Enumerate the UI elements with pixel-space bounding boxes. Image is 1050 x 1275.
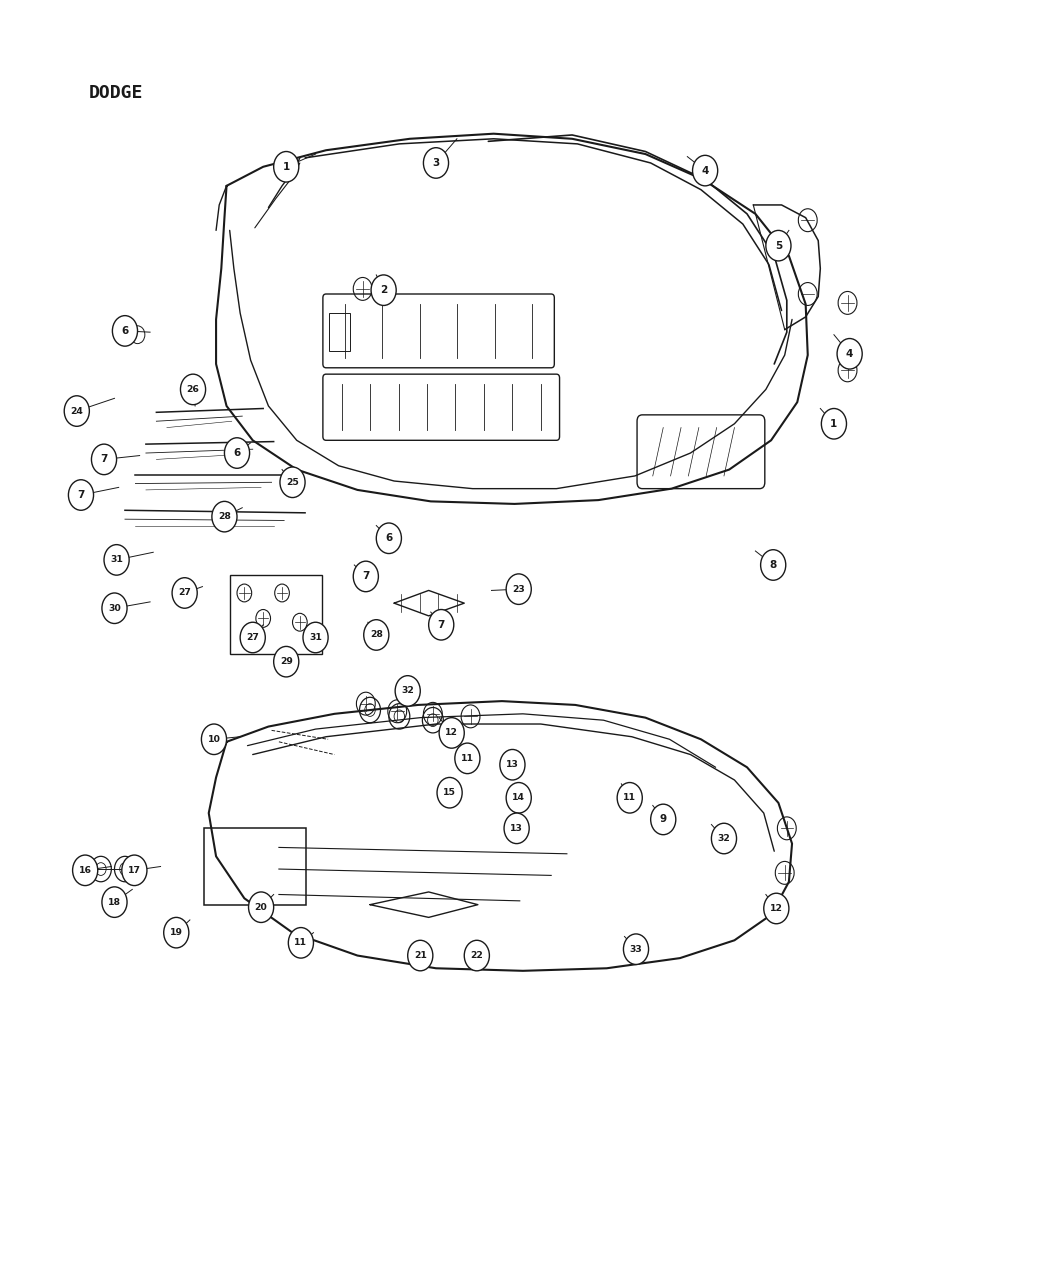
Circle shape <box>407 940 433 970</box>
Circle shape <box>500 750 525 780</box>
Text: 30: 30 <box>108 604 121 613</box>
Circle shape <box>172 578 197 608</box>
Circle shape <box>274 152 299 182</box>
Text: 5: 5 <box>775 241 782 251</box>
Text: 27: 27 <box>178 589 191 598</box>
Text: 31: 31 <box>309 632 322 643</box>
Text: 7: 7 <box>78 490 85 500</box>
Text: 23: 23 <box>512 585 525 594</box>
Text: 8: 8 <box>770 560 777 570</box>
Text: 14: 14 <box>512 793 525 802</box>
Text: 10: 10 <box>208 734 220 743</box>
Circle shape <box>455 743 480 774</box>
Text: 13: 13 <box>510 824 523 833</box>
Text: 28: 28 <box>218 513 231 521</box>
Text: 13: 13 <box>506 760 519 769</box>
Text: 9: 9 <box>659 815 667 825</box>
Text: 33: 33 <box>630 945 643 954</box>
Circle shape <box>68 479 93 510</box>
Circle shape <box>464 940 489 970</box>
Text: 11: 11 <box>294 938 308 947</box>
Text: 7: 7 <box>362 571 370 581</box>
Circle shape <box>693 156 718 186</box>
Text: DODGE: DODGE <box>88 84 143 102</box>
Circle shape <box>371 275 396 306</box>
Text: 24: 24 <box>70 407 83 416</box>
Circle shape <box>102 593 127 623</box>
Text: 29: 29 <box>279 657 293 666</box>
Circle shape <box>249 892 274 923</box>
Circle shape <box>112 316 138 346</box>
Text: 6: 6 <box>122 326 128 335</box>
Text: 28: 28 <box>370 630 383 640</box>
Circle shape <box>428 609 454 640</box>
Text: 20: 20 <box>255 903 268 912</box>
Circle shape <box>617 783 643 813</box>
Circle shape <box>376 523 401 553</box>
Circle shape <box>212 501 237 532</box>
Circle shape <box>289 928 314 958</box>
Circle shape <box>506 574 531 604</box>
Text: 27: 27 <box>247 632 259 643</box>
Text: 4: 4 <box>701 166 709 176</box>
Circle shape <box>504 813 529 844</box>
Text: 4: 4 <box>846 349 854 358</box>
Text: 12: 12 <box>445 728 458 737</box>
Text: 6: 6 <box>233 448 240 458</box>
Circle shape <box>91 444 117 474</box>
Text: 16: 16 <box>79 866 91 875</box>
Circle shape <box>104 544 129 575</box>
Text: 12: 12 <box>770 904 782 913</box>
Circle shape <box>225 437 250 468</box>
Circle shape <box>102 887 127 918</box>
Circle shape <box>624 933 649 964</box>
Circle shape <box>437 778 462 808</box>
Circle shape <box>651 805 676 835</box>
Circle shape <box>506 783 531 813</box>
Text: 32: 32 <box>717 834 731 843</box>
Circle shape <box>303 622 328 653</box>
Text: 3: 3 <box>433 158 440 168</box>
Text: 19: 19 <box>170 928 183 937</box>
Text: 1: 1 <box>831 418 838 428</box>
Text: 1: 1 <box>282 162 290 172</box>
Text: 7: 7 <box>101 454 108 464</box>
Text: 31: 31 <box>110 556 123 565</box>
Circle shape <box>760 550 785 580</box>
Circle shape <box>280 467 306 497</box>
Circle shape <box>712 824 736 854</box>
Circle shape <box>765 231 791 261</box>
Text: 11: 11 <box>461 754 474 762</box>
Text: 6: 6 <box>385 533 393 543</box>
Circle shape <box>72 856 98 886</box>
Circle shape <box>64 395 89 426</box>
Circle shape <box>122 856 147 886</box>
Text: 21: 21 <box>414 951 426 960</box>
Text: 15: 15 <box>443 788 456 797</box>
Circle shape <box>439 718 464 748</box>
Circle shape <box>240 622 266 653</box>
Circle shape <box>274 646 299 677</box>
Circle shape <box>202 724 227 755</box>
Circle shape <box>353 561 378 592</box>
Text: 18: 18 <box>108 898 121 907</box>
Text: 32: 32 <box>401 686 414 695</box>
Circle shape <box>181 374 206 404</box>
Circle shape <box>363 620 388 650</box>
Circle shape <box>395 676 420 706</box>
Text: 17: 17 <box>128 866 141 875</box>
Text: 22: 22 <box>470 951 483 960</box>
Circle shape <box>164 918 189 947</box>
Circle shape <box>763 894 789 924</box>
Text: 2: 2 <box>380 286 387 296</box>
Text: 7: 7 <box>438 620 445 630</box>
Circle shape <box>821 408 846 439</box>
Circle shape <box>837 339 862 368</box>
Text: 25: 25 <box>286 478 299 487</box>
Text: 26: 26 <box>187 385 200 394</box>
Text: 11: 11 <box>624 793 636 802</box>
Circle shape <box>423 148 448 178</box>
